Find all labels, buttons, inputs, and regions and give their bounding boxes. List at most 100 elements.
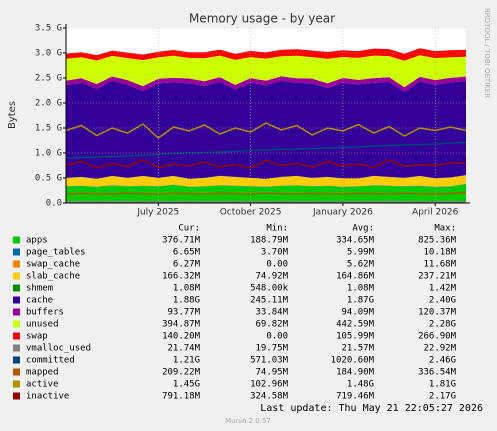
legend-value: 324.58M (250, 392, 289, 402)
legend-value: 105.99M (336, 332, 375, 342)
legend-value: 1.48G (347, 380, 374, 390)
legend-label: page_tables (26, 248, 86, 258)
stacked-area (66, 48, 466, 61)
legend-label: shmem (26, 284, 53, 294)
legend-swatch (13, 272, 20, 280)
legend-swatch (13, 380, 20, 388)
legend-value: 571.03M (250, 356, 289, 366)
legend-header: Cur: (178, 224, 200, 234)
legend-value: 1.21G (173, 356, 200, 366)
legend-swatch (13, 344, 20, 352)
legend-value: 188.79M (250, 236, 289, 246)
legend-label: inactive (26, 392, 69, 402)
legend-value: 69.82M (255, 320, 288, 330)
legend-value: 74.95M (255, 368, 288, 378)
legend-label: slab_cache (26, 272, 80, 282)
legend-value: 2.17G (429, 392, 456, 402)
legend-value: 120.37M (418, 308, 457, 318)
legend-value: 21.74M (167, 344, 200, 354)
legend-value: 0.00 (266, 332, 288, 342)
y-tick-label: 2.5 G (35, 74, 62, 84)
legend-value: 164.86M (336, 272, 375, 282)
legend-value: 1.45G (173, 380, 200, 390)
stacked-area (66, 76, 466, 92)
legend-value: 1.08M (173, 284, 201, 294)
legend-value: 336.54M (418, 368, 457, 378)
y-axis-label: Bytes (7, 101, 18, 129)
series-line (65, 141, 467, 159)
legend-value: 10.18M (423, 248, 456, 258)
legend-value: 74.92M (255, 272, 288, 282)
legend-swatch (13, 320, 20, 328)
stacked-area (66, 80, 466, 179)
legend-value: 93.77M (167, 308, 200, 318)
x-tick-label: January 2026 (312, 208, 373, 218)
stacked-area (66, 55, 466, 88)
legend-header: Avg: (352, 224, 374, 234)
series-line (65, 122, 467, 139)
legend-swatch (13, 368, 20, 376)
legend-value: 1.81G (429, 380, 456, 390)
x-tick-label: October 2025 (220, 208, 282, 218)
legend-value: 1.42M (429, 284, 457, 294)
legend-swatch (13, 332, 20, 340)
series-line (65, 159, 467, 169)
legend-value: 791.18M (162, 392, 201, 402)
legend-value: 3.70M (261, 248, 289, 258)
legend-value: 1.88G (173, 296, 200, 306)
legend-value: 719.46M (336, 392, 375, 402)
y-tick-label: 2.0 G (35, 99, 62, 109)
legend-value: 442.59M (336, 320, 375, 330)
legend-value: 266.90M (418, 332, 457, 342)
legend-value: 11.68M (423, 260, 456, 270)
last-update: Last update: Thu May 21 22:05:27 2026 (260, 403, 483, 414)
legend-value: 94.09M (341, 308, 374, 318)
legend-value: 245.11M (250, 296, 289, 306)
legend-value: 1020.60M (331, 356, 375, 366)
legend-label: cache (26, 296, 53, 306)
series-line (65, 191, 467, 195)
y-tick-label: 1.5 G (35, 124, 62, 134)
legend-swatch (13, 392, 20, 400)
y-tick-label: 1.0 G (35, 149, 62, 159)
x-tick-label: July 2025 (136, 208, 179, 218)
legend-value: 5.99M (347, 248, 375, 258)
legend-label: swap (26, 332, 48, 342)
legend-value: 2.40G (429, 296, 456, 306)
legend-value: 394.87M (162, 320, 201, 330)
legend-swatch (13, 260, 20, 268)
chart-title: Memory usage - by year (189, 12, 335, 26)
legend-value: 22.92M (423, 344, 456, 354)
y-tick-label: 0.5 G (35, 174, 62, 184)
legend-value: 6.65M (173, 248, 201, 258)
legend-value: 19.75M (255, 344, 288, 354)
legend-label: committed (26, 356, 75, 366)
legend-value: 548.00k (250, 284, 289, 294)
legend-header: Max: (434, 224, 456, 234)
legend-label: unused (26, 320, 59, 330)
y-tick-label: 3.5 G (35, 24, 62, 34)
legend-value: 0.00 (266, 260, 288, 270)
legend-swatch (13, 284, 20, 292)
version: Munin 2.0.57 (225, 417, 271, 425)
legend-value: 5.62M (347, 260, 375, 270)
legend-value: 166.32M (162, 272, 201, 282)
legend-value: 376.71M (162, 236, 201, 246)
legend-swatch (13, 296, 20, 304)
legend-value: 334.65M (336, 236, 375, 246)
legend-label: apps (26, 236, 48, 246)
legend-value: 2.46G (429, 356, 456, 366)
legend-swatch (13, 356, 20, 364)
legend-swatch (13, 236, 20, 244)
legend-label: vmalloc_used (26, 344, 91, 354)
legend-value: 825.36M (418, 236, 457, 246)
side-text: RRDTOOL / TOBI OETIKER (483, 8, 491, 98)
legend-label: buffers (26, 308, 64, 318)
legend-label: active (26, 380, 59, 390)
legend-value: 21.57M (341, 344, 374, 354)
x-tick-label: April 2026 (412, 208, 459, 218)
legend-value: 209.22M (162, 368, 201, 378)
y-tick-label: 3.0 G (35, 49, 62, 59)
legend-value: 140.20M (162, 332, 201, 342)
